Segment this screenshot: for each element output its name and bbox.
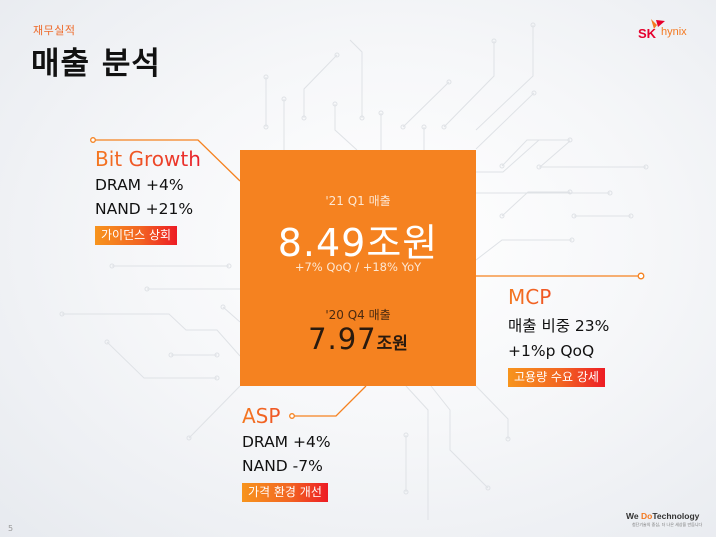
brand-slogan: We DoTechnology: [626, 511, 710, 521]
q4-revenue-label: '20 Q4 매출: [325, 308, 391, 322]
q4-revenue-value: 7.97조원: [240, 322, 476, 356]
brand-subtitle: 첨단기술의 중심, 더 나은 세상을 만듭니다: [632, 522, 703, 527]
asp-tag: 가격 환경 개선: [242, 483, 328, 502]
page-title: 매출 분석: [31, 46, 161, 82]
bit-growth-dram: DRAM +4%: [95, 176, 184, 194]
asp-block: ASP DRAM +4% NAND -7% 가격 환경 개선: [242, 404, 331, 502]
brand-do: Do: [640, 511, 653, 521]
revenue-summary-box: '21 Q1 매출 8.49조원 +7% QoQ / +18% YoY '20 …: [240, 150, 476, 386]
q1-revenue-value: 8.49조원: [277, 221, 439, 265]
mcp-title: MCP: [508, 285, 609, 309]
q4-revenue-unit: 조원: [376, 334, 408, 354]
brand-we: We: [626, 511, 641, 521]
q1-revenue-label: '21 Q1 매출: [325, 194, 391, 208]
mcp-qoq: +1%p QoQ: [508, 342, 595, 360]
footer-brand: We DoTechnology 첨단기술의 중심, 더 나은 세상을 만듭니다: [626, 511, 710, 528]
asp-nand: NAND -7%: [242, 457, 323, 475]
brand-technology: Technology: [652, 511, 700, 521]
revenue-growth: +7% QoQ / +18% YoY: [294, 260, 422, 274]
page-number: 5: [8, 524, 14, 533]
logo-sk: SK: [638, 26, 657, 41]
mcp-block: MCP 매출 비중 23% +1%p QoQ 고용량 수요 강세: [508, 285, 610, 387]
sk-hynix-logo: SK hynix: [638, 18, 708, 42]
mcp-share: 매출 비중 23%: [508, 317, 610, 335]
bit-growth-tag: 가이던스 상회: [95, 226, 178, 245]
asp-dram: DRAM +4%: [242, 433, 331, 451]
q4-revenue-number: 7.97: [308, 322, 377, 356]
sk-butterfly-icon: [651, 19, 665, 29]
asp-title: ASP: [242, 404, 331, 428]
logo-hynix: hynix: [661, 26, 687, 38]
mcp-tag: 고용량 수요 강세: [508, 368, 605, 387]
bit-growth-title: Bit Growth: [95, 147, 201, 171]
section-eyebrow: 재무실적: [33, 24, 76, 37]
bit-growth-nand: NAND +21%: [95, 200, 194, 218]
bit-growth-block: Bit Growth DRAM +4% NAND +21% 가이던스 상회: [95, 147, 201, 245]
